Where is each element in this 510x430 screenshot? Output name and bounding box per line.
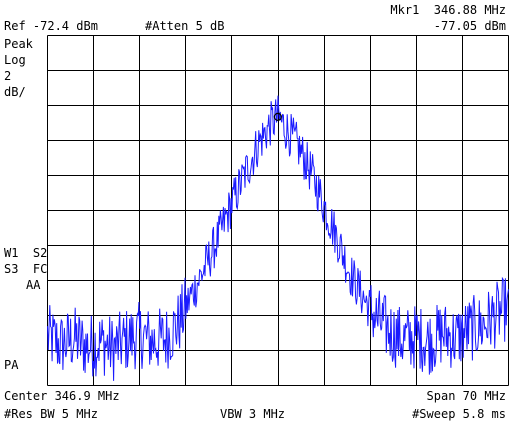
frequency-span: Span 70 MHz: [426, 389, 506, 403]
trace-status-aa: AA: [26, 278, 41, 292]
resolution-bandwidth: #Res BW 5 MHz: [4, 407, 98, 421]
scale-value: 2: [4, 69, 12, 83]
scale-unit: dB/: [4, 85, 26, 99]
marker-1: [273, 112, 282, 121]
marker-frequency: Mkr1 346.88 MHz: [390, 3, 506, 17]
spectrum-trace: [47, 95, 509, 381]
reference-level: Ref -72.4 dBm: [4, 19, 98, 33]
trace-status-w1s2: W1 S2: [4, 246, 48, 260]
trace-status-pa: PA: [4, 358, 19, 372]
spectrum-display: [47, 35, 509, 386]
sweep-time: #Sweep 5.8 ms: [412, 407, 506, 421]
attenuation: #Atten 5 dB: [145, 19, 225, 33]
trace-status-s3fc: S3 FC: [4, 262, 48, 276]
scale-type: Log: [4, 53, 26, 67]
marker-symbol: [273, 112, 282, 121]
detector-mode: Peak: [4, 37, 33, 51]
center-frequency: Center 346.9 MHz: [4, 389, 120, 403]
video-bandwidth: VBW 3 MHz: [220, 407, 286, 421]
marker-amplitude: -77.05 dBm: [433, 19, 506, 33]
